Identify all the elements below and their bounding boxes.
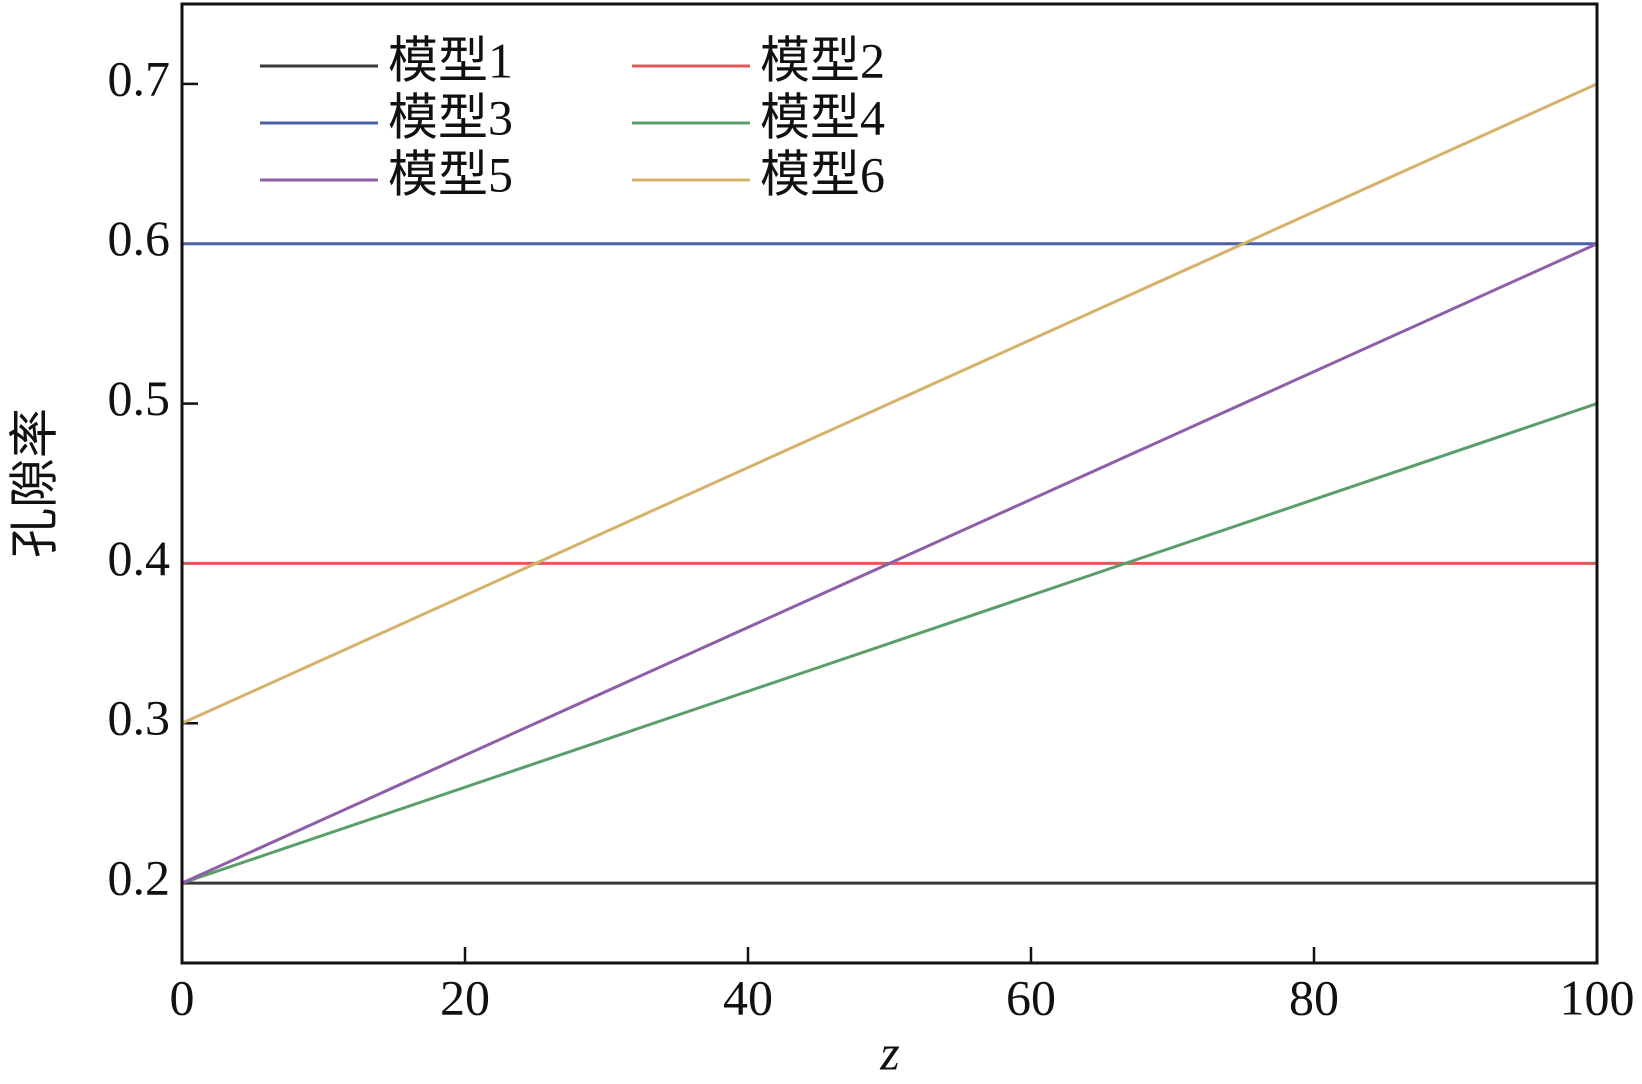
legend-label: 模型3 (388, 89, 513, 145)
x-tick-label: 20 (440, 969, 490, 1025)
x-tick-label: 40 (723, 969, 773, 1025)
x-tick-label: 100 (1560, 969, 1635, 1025)
y-tick-label: 0.3 (108, 690, 171, 746)
y-tick-label: 0.7 (108, 50, 171, 106)
series-line (181, 82, 1598, 725)
x-tick-label: 80 (1289, 969, 1339, 1025)
legend-label: 模型1 (388, 32, 513, 88)
plot-frame (180, 2, 1599, 965)
series-line (181, 402, 1598, 885)
y-tick-label: 0.2 (108, 850, 171, 906)
y-tick-label: 0.5 (108, 370, 171, 426)
y-tick-label: 0.4 (108, 530, 171, 586)
x-axis-label: z (879, 1024, 899, 1080)
x-tick-label: 0 (170, 969, 195, 1025)
series-line (181, 242, 1598, 885)
x-tick-label: 60 (1006, 969, 1056, 1025)
legend-label: 模型2 (760, 32, 885, 88)
legend-label: 模型4 (760, 89, 885, 145)
legend-label: 模型6 (760, 146, 885, 202)
y-tick-label: 0.6 (108, 210, 171, 266)
legend-label: 模型5 (388, 146, 513, 202)
y-axis-label: 孔隙率 (6, 408, 62, 558)
